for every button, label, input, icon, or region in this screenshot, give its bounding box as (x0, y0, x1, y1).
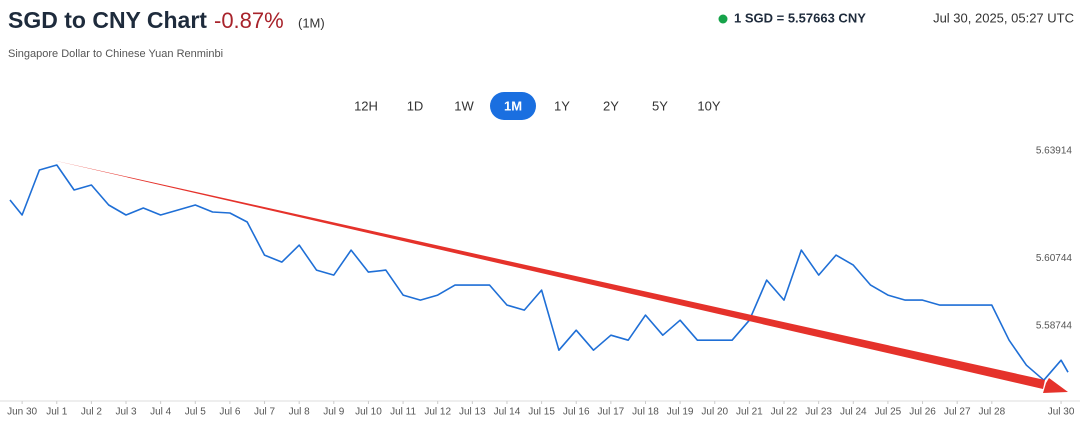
range-button-label[interactable]: 1D (407, 98, 424, 113)
range-button-label[interactable]: 5Y (652, 98, 668, 113)
x-tick-label: Jul 13 (459, 407, 486, 418)
x-tick-label: Jul 21 (736, 407, 763, 418)
range-button[interactable]: 5Y (637, 92, 683, 120)
x-tick-label: Jul 16 (563, 407, 590, 418)
y-tick-label: 5.63914 (1036, 146, 1073, 157)
x-tick-label: Jul 28 (978, 407, 1005, 418)
x-tick-label: Jul 20 (701, 407, 728, 418)
x-tick-label: Jul 15 (528, 407, 555, 418)
range-button[interactable]: 1D (392, 92, 438, 120)
live-dot (718, 14, 728, 24)
x-tick-label: Jun 30 (7, 407, 37, 418)
range-button[interactable]: 1Y (539, 92, 585, 120)
y-tick-label: 5.60744 (1036, 253, 1073, 264)
x-tick-label: Jul 6 (219, 407, 241, 418)
x-tick-label: Jul 11 (390, 407, 416, 418)
x-tick-label: Jul 23 (805, 407, 832, 418)
range-button-bg[interactable] (490, 92, 536, 120)
period: (1M) (298, 15, 325, 30)
range-button-label[interactable]: 1M (504, 98, 522, 113)
range-button[interactable]: 12H (343, 92, 389, 120)
x-tick-label: Jul 19 (667, 407, 694, 418)
trend-arrow-shaft (52, 160, 1045, 389)
title: SGD to CNY Chart (8, 7, 207, 33)
range-button[interactable]: 10Y (686, 92, 732, 120)
subtitle: Singapore Dollar to Chinese Yuan Renminb… (8, 48, 223, 60)
x-tick-label: Jul 27 (944, 407, 971, 418)
range-buttons: 12H 1D 1W 1M 1Y 2Y 5Y 10Y (343, 92, 732, 120)
x-tick-label: Jul 3 (115, 407, 137, 418)
x-tick-label: Jul 7 (254, 407, 276, 418)
x-tick-label: Jul 17 (598, 407, 625, 418)
x-tick-label: Jul 10 (355, 407, 382, 418)
range-button-label[interactable]: 10Y (697, 98, 720, 113)
y-tick-label: 5.58744 (1036, 320, 1073, 331)
x-tick-label: Jul 9 (323, 407, 345, 418)
price-line (9, 164, 1069, 381)
timestamp: Jul 30, 2025, 05:27 UTC (933, 10, 1074, 25)
x-tick-label: Jul 5 (185, 407, 207, 418)
range-button-label[interactable]: 12H (354, 98, 378, 113)
x-tick-label: Jul 22 (771, 407, 798, 418)
range-button[interactable]: 1W (441, 92, 487, 120)
x-tick-label: Jul 18 (632, 407, 659, 418)
range-button-label[interactable]: 1W (454, 98, 474, 113)
x-tick-label: Jul 25 (875, 407, 902, 418)
x-tick-label: Jul 8 (289, 407, 311, 418)
x-tick-label: Jul 24 (840, 407, 867, 418)
x-tick-label: Jul 14 (494, 407, 521, 418)
range-button[interactable]: 2Y (588, 92, 634, 120)
range-button-label[interactable]: 1Y (554, 98, 570, 113)
plot: 5.58744 5.60744 5.63914 Jun 30 Jul 1 Jul 2 Jul… (0, 146, 1080, 418)
change: -0.87% (214, 8, 284, 33)
x-tick-label: Jul 26 (909, 407, 936, 418)
range-button-label[interactable]: 2Y (603, 98, 619, 113)
range-button[interactable]: 1M (490, 92, 536, 120)
x-tick-label: Jul 12 (424, 407, 451, 418)
x-tick-label: Jul 2 (81, 407, 103, 418)
rate: 1 SGD = 5.57663 CNY (734, 10, 866, 25)
x-tick-label: Jul 30 (1048, 407, 1075, 418)
x-tick-label: Jul 1 (46, 407, 68, 418)
x-tick-label: Jul 4 (150, 407, 172, 418)
